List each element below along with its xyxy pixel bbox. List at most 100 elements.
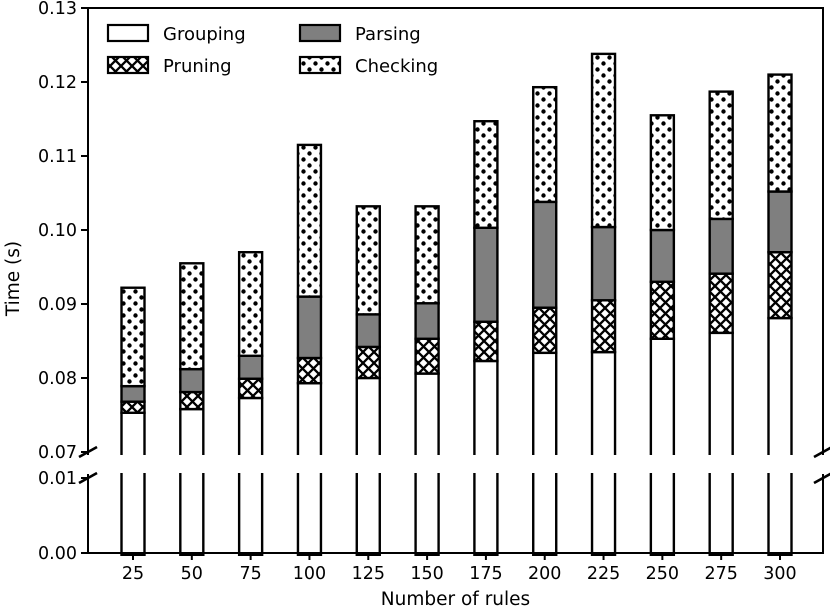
bar-25 <box>120 286 146 556</box>
bar-200-parsing-segment <box>532 200 558 309</box>
bar-275-checking-segment <box>708 90 734 221</box>
bar-75-checking-segment <box>237 250 264 357</box>
axis-break-mark <box>813 446 830 459</box>
legend-item-pruning: Pruning <box>106 55 232 77</box>
bar-275-grouping-lower <box>708 473 734 556</box>
bar-25-grouping-lower <box>120 473 146 556</box>
bar-100 <box>296 143 323 556</box>
bar-275-grouping-segment <box>708 331 734 455</box>
bar-50-grouping-segment <box>179 407 205 455</box>
bar-50 <box>179 262 205 556</box>
x-tick-label: 250 <box>646 564 679 584</box>
bar-75-pruning-segment <box>237 377 264 400</box>
bar-25-grouping-segment <box>120 411 146 455</box>
bar-25-pruning-segment <box>120 400 146 414</box>
x-tick-label: 175 <box>469 564 502 584</box>
bar-50-parsing-segment <box>179 367 205 394</box>
bar-25-checking-segment <box>120 286 146 388</box>
bar-250-parsing-segment <box>649 228 676 283</box>
bar-200-checking-segment <box>532 85 558 204</box>
bar-100-parsing-segment <box>296 295 323 360</box>
y-tick-label: 0.08 <box>38 369 77 389</box>
bar-300-checking-segment <box>767 73 793 193</box>
bar-150-checking-segment <box>414 205 440 305</box>
bar-150-grouping-lower <box>414 473 440 556</box>
bar-150 <box>414 205 440 556</box>
y-tick-label: 0.11 <box>38 147 77 167</box>
bar-250 <box>649 114 676 556</box>
bar-250-grouping-segment <box>649 337 676 455</box>
bar-50-pruning-segment <box>179 390 205 411</box>
legend-swatch-parsing <box>298 23 342 43</box>
bar-175-checking-segment <box>473 120 499 229</box>
bar-225-grouping-segment <box>590 350 617 455</box>
bar-275-parsing-segment <box>708 217 734 275</box>
bar-125 <box>355 205 381 556</box>
bar-75-grouping-lower <box>237 473 264 556</box>
y-tick-label: 0.12 <box>38 73 77 93</box>
bar-125-pruning-segment <box>355 345 381 380</box>
bar-225-checking-segment <box>590 52 617 229</box>
bar-225-pruning-segment <box>590 299 617 354</box>
bar-175-pruning-segment <box>473 320 499 363</box>
y-axis-title-container: Time (s) <box>0 8 28 548</box>
bar-150-grouping-segment <box>414 372 440 455</box>
legend-label-checking: Checking <box>355 56 438 77</box>
x-tick-label: 125 <box>352 564 385 584</box>
y-tick-label: 0.10 <box>38 221 77 241</box>
bar-75 <box>237 250 264 556</box>
bar-200-pruning-segment <box>532 306 558 355</box>
bar-300-pruning-segment <box>767 250 793 320</box>
y-tick-label: 0.13 <box>38 0 77 19</box>
legend-label-parsing: Parsing <box>355 24 421 45</box>
x-tick-label: 100 <box>293 564 326 584</box>
bar-275 <box>708 90 734 556</box>
x-axis-title: Number of rules <box>380 589 531 610</box>
x-tick-label: 25 <box>122 564 144 584</box>
bar-150-pruning-segment <box>414 337 440 375</box>
x-tick-label: 150 <box>410 564 443 584</box>
bar-300-grouping-segment <box>767 316 793 455</box>
legend-item-checking: Checking <box>298 55 438 77</box>
bar-125-parsing-segment <box>355 313 381 349</box>
x-tick-label: 275 <box>704 564 737 584</box>
bar-75-grouping-segment <box>237 396 264 455</box>
legend-item-parsing: Parsing <box>298 23 421 45</box>
bar-175-grouping-segment <box>473 359 499 455</box>
bar-250-checking-segment <box>649 114 676 232</box>
bar-125-checking-segment <box>355 205 381 316</box>
bar-200-grouping-lower <box>532 473 558 556</box>
y-tick-label: 0.00 <box>38 544 77 564</box>
x-tick-label: 50 <box>181 564 203 584</box>
legend-swatch-pruning <box>106 55 150 75</box>
bar-100-grouping-lower <box>296 473 323 556</box>
bar-125-grouping-lower <box>355 473 381 556</box>
legend-label-pruning: Pruning <box>163 56 232 77</box>
x-tick-label: 75 <box>239 564 261 584</box>
bar-150-parsing-segment <box>414 302 440 340</box>
bar-300-grouping-lower <box>767 473 793 556</box>
bar-225-parsing-segment <box>590 225 617 302</box>
bar-250-grouping-lower <box>649 473 676 556</box>
bar-225-grouping-lower <box>590 473 617 556</box>
y-tick-label: 0.01 <box>38 469 77 489</box>
legend-swatch-checking <box>298 55 342 75</box>
x-tick-label: 225 <box>587 564 620 584</box>
bar-200 <box>532 85 558 556</box>
legend: Grouping Pruning Parsing Checking <box>106 23 438 77</box>
bar-50-grouping-lower <box>179 473 205 556</box>
axis-break-mark <box>813 472 830 485</box>
y-axis-title: Time (s) <box>3 240 25 316</box>
bar-175 <box>473 120 499 556</box>
legend-swatch-grouping <box>106 23 150 43</box>
bar-175-grouping-lower <box>473 473 499 556</box>
bar-125-grouping-segment <box>355 376 381 455</box>
x-tick-label: 200 <box>528 564 561 584</box>
bar-250-pruning-segment <box>649 280 676 340</box>
y-tick-label: 0.07 <box>38 443 77 463</box>
axes-layer: 0.07 0.08 0.09 0.10 0.11 0.12 0.13 0.00 0.01 25 50… <box>38 0 830 584</box>
bar-225 <box>590 52 617 556</box>
bar-300-parsing-segment <box>767 190 793 254</box>
y-tick-label: 0.09 <box>38 295 77 315</box>
